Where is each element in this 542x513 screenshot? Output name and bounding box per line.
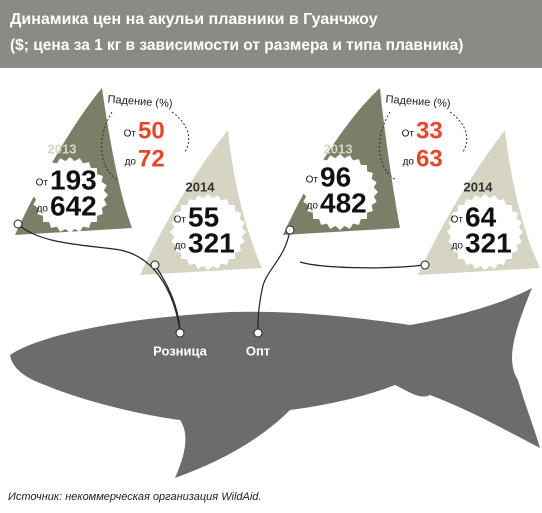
to-value: 642 bbox=[50, 190, 97, 221]
dot bbox=[175, 328, 185, 338]
hole bbox=[150, 260, 160, 270]
to-value: 482 bbox=[320, 187, 367, 218]
starburst bbox=[170, 194, 246, 270]
decline-from-label: От bbox=[124, 129, 137, 140]
connector bbox=[154, 264, 181, 331]
from-value: 96 bbox=[320, 161, 351, 192]
year: 2014 bbox=[464, 179, 494, 194]
year: 2013 bbox=[324, 141, 353, 156]
from-label: От bbox=[36, 178, 49, 189]
from-label: От bbox=[174, 215, 187, 226]
hole bbox=[285, 225, 295, 235]
to-label: до bbox=[452, 241, 464, 252]
year: 2014 bbox=[186, 179, 216, 194]
decline-to-label: до bbox=[403, 157, 415, 168]
source: Источник: некоммерческая организация Wil… bbox=[8, 491, 261, 503]
subtitle: ($; цена за 1 кг в зависимости от размер… bbox=[10, 37, 463, 54]
connector bbox=[257, 229, 291, 331]
from-label: От bbox=[451, 215, 464, 226]
shark bbox=[10, 288, 540, 478]
to-label: до bbox=[175, 241, 187, 252]
decline-to: 63 bbox=[416, 145, 443, 172]
starburst bbox=[447, 194, 523, 270]
starburst bbox=[302, 154, 378, 230]
title: Динамика цен на акульи плавники в Гуанчж… bbox=[10, 11, 378, 28]
arc bbox=[379, 111, 397, 181]
group-label: Опт bbox=[246, 343, 270, 358]
decline-to-label: до bbox=[125, 157, 137, 168]
arc bbox=[101, 111, 119, 181]
from-value: 55 bbox=[188, 201, 219, 232]
hole bbox=[13, 219, 23, 229]
decline-label: Падение (%) bbox=[385, 94, 451, 111]
from-value: 193 bbox=[50, 164, 97, 195]
decline-from: 33 bbox=[416, 117, 443, 144]
arc bbox=[449, 111, 468, 153]
from-value: 64 bbox=[465, 201, 497, 232]
connector bbox=[17, 223, 181, 331]
dot bbox=[253, 328, 263, 338]
header-band bbox=[0, 0, 542, 68]
to-value: 321 bbox=[465, 227, 512, 258]
decline-from: 50 bbox=[138, 117, 165, 144]
decline-label: Падение (%) bbox=[107, 94, 173, 111]
year: 2013 bbox=[48, 141, 77, 156]
to-label: до bbox=[307, 201, 319, 212]
group-label: Розница bbox=[153, 343, 208, 358]
to-value: 321 bbox=[188, 227, 235, 258]
hole bbox=[420, 260, 430, 270]
decline-to: 72 bbox=[138, 145, 165, 172]
starburst bbox=[32, 157, 108, 233]
arc bbox=[171, 111, 190, 153]
decline-from-label: От bbox=[402, 129, 415, 140]
connector bbox=[299, 261, 426, 269]
from-label: От bbox=[306, 175, 319, 186]
to-label: до bbox=[37, 204, 49, 215]
